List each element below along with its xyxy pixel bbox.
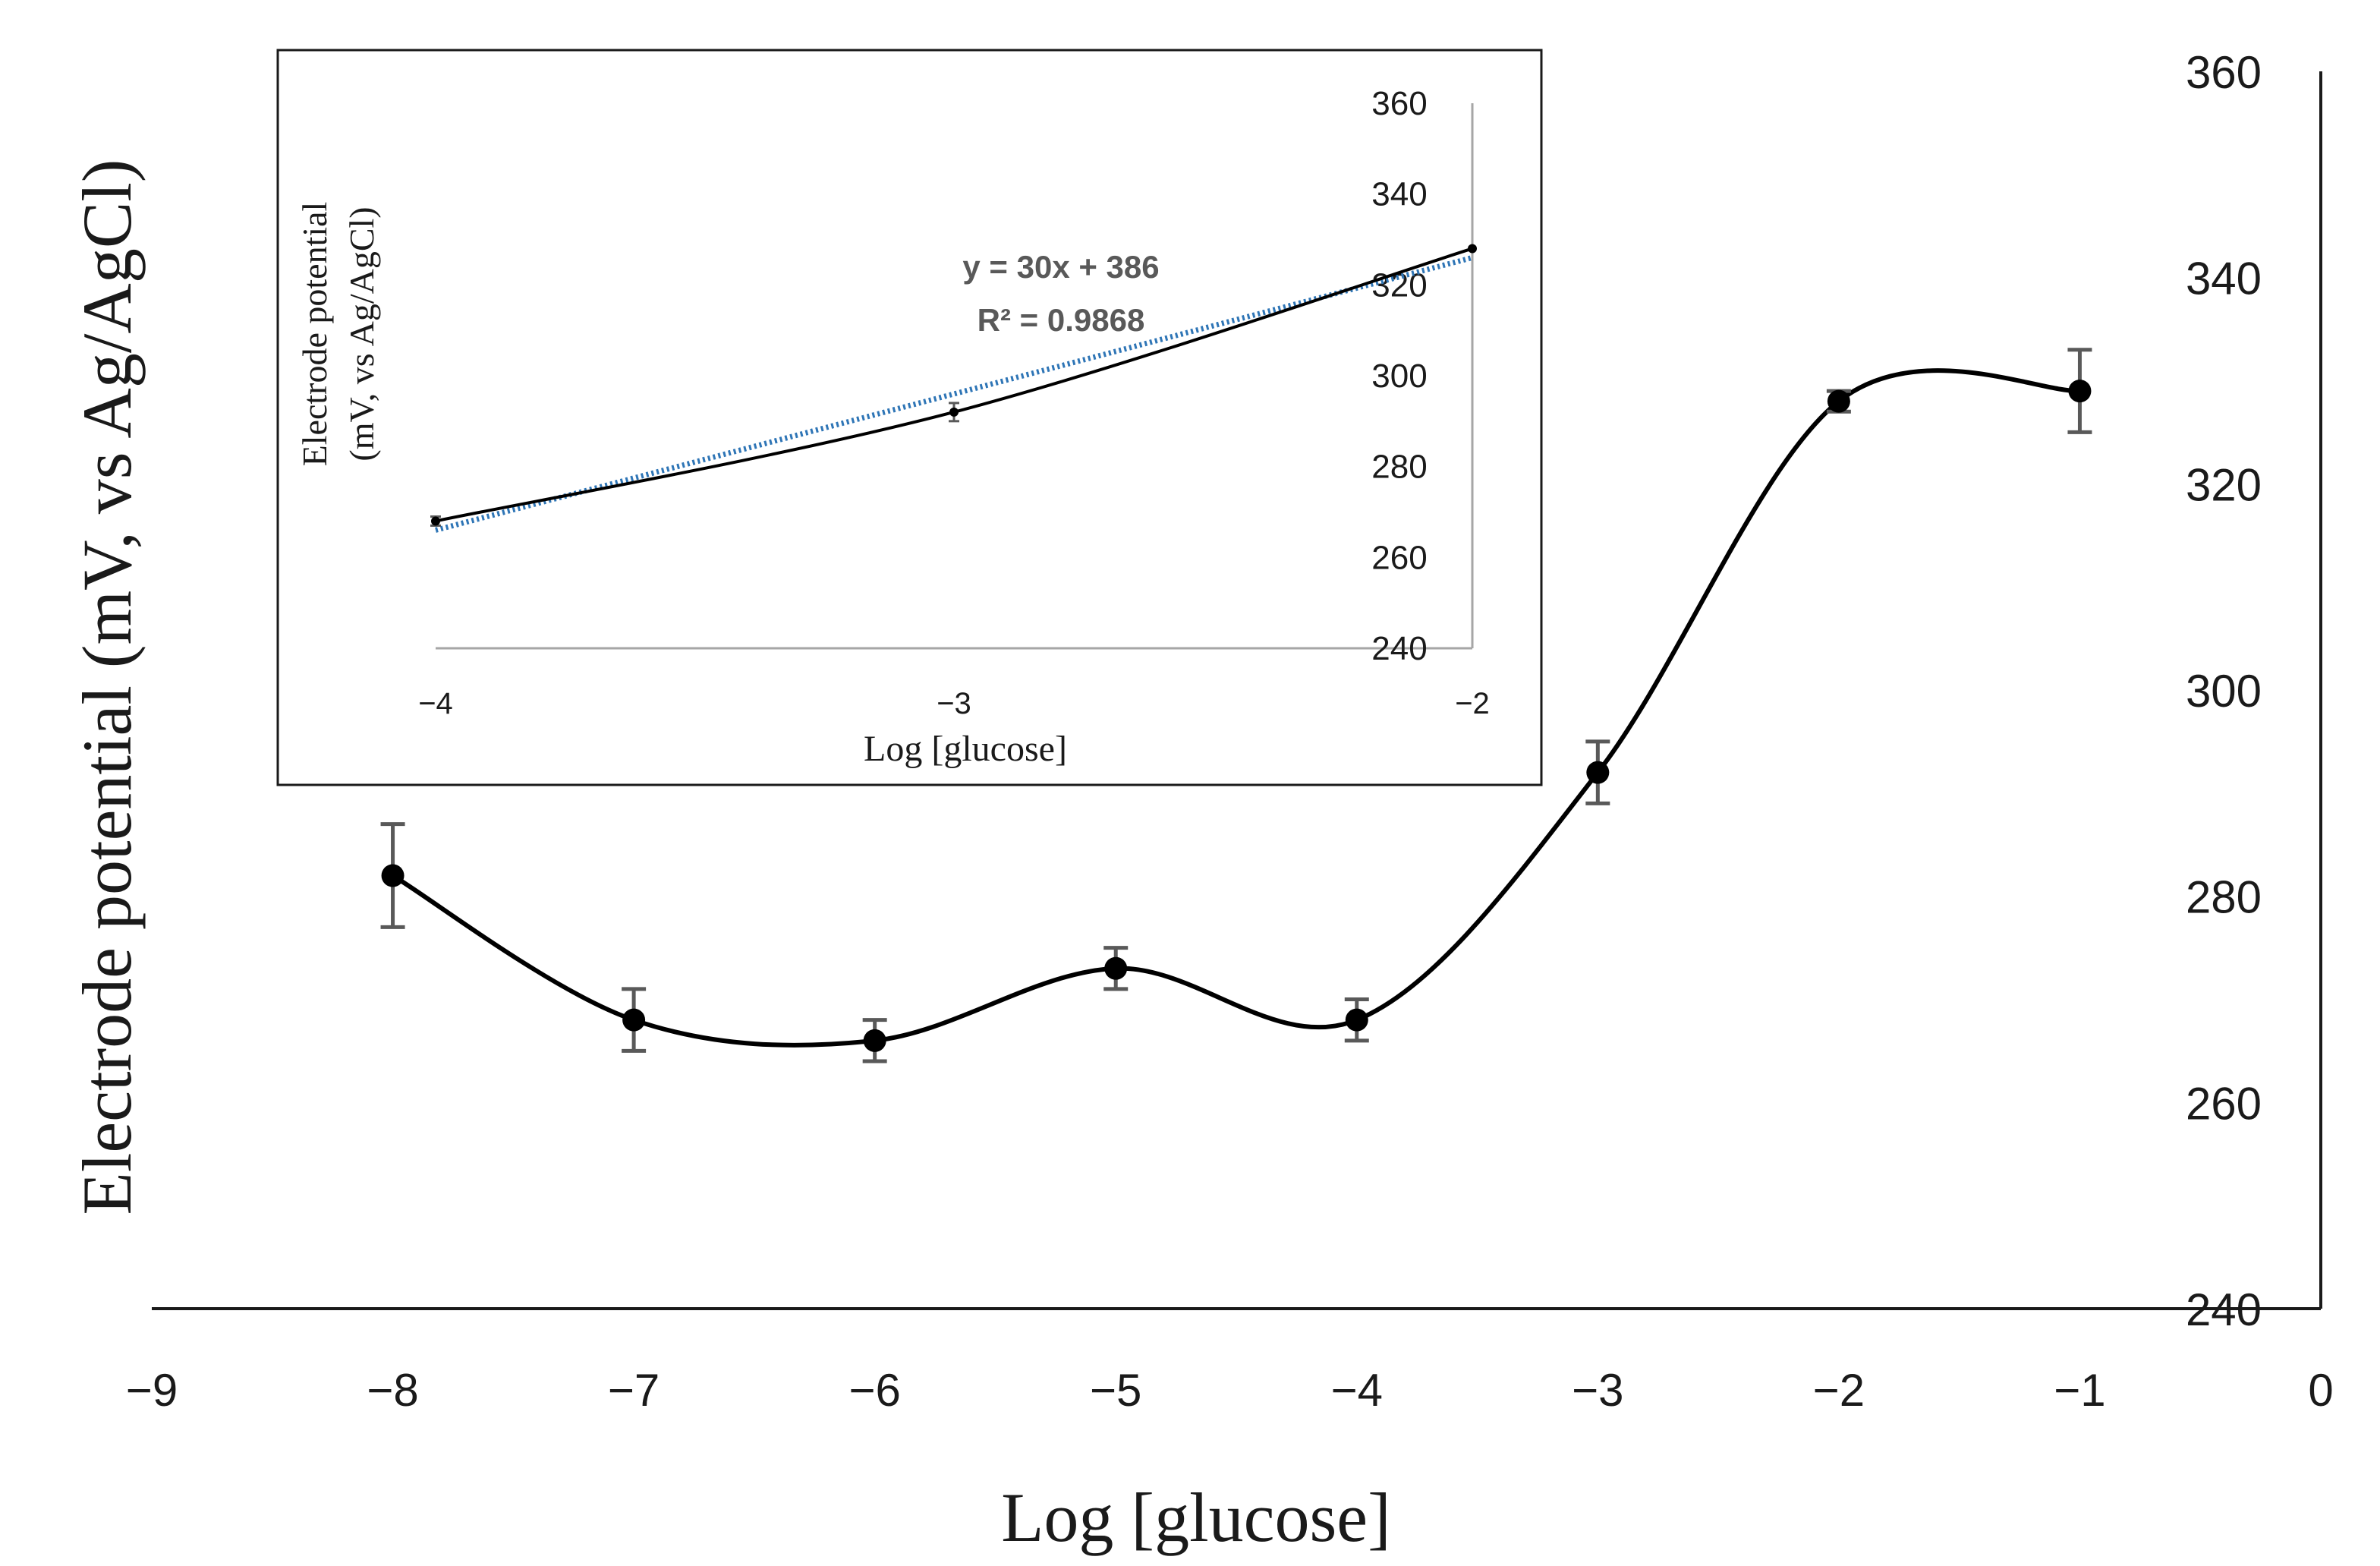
main-data-point	[381, 864, 405, 887]
inset-x-tick-labels: −4 −3 −2	[418, 687, 1490, 720]
inset-y-tick-label: 360	[1371, 85, 1427, 122]
main-data-point	[1345, 1008, 1368, 1032]
inset-data-point	[1468, 244, 1477, 254]
inset-x-tick-label: −3	[937, 687, 971, 720]
inset-data-point	[949, 407, 959, 417]
inset-y-tick-label: 260	[1371, 539, 1427, 576]
inset-series	[430, 244, 1477, 527]
main-y-tick-label: 240	[2186, 1284, 2262, 1335]
inset-y-axis-label-line-2: (mV, vs Ag/AgCl)	[342, 206, 381, 461]
inset-y-axis-label-line-1: Electrode potential	[295, 202, 334, 467]
inset-x-tick-label: −4	[418, 687, 453, 720]
main-y-tick-label: 260	[2186, 1078, 2262, 1129]
main-y-tick-label: 280	[2186, 872, 2262, 923]
main-y-tick-label: 300	[2186, 666, 2262, 717]
main-y-axis-label: Electrode potential (mV, vs Ag/AgCl)	[68, 159, 146, 1215]
inset-y-tick-label: 240	[1371, 630, 1427, 667]
main-x-tick-labels: −9 −8 −7 −6 −5 −4 −3 −2 −1 0	[126, 1365, 2334, 1416]
main-data-point	[622, 1008, 646, 1032]
inset-y-tick-label: 340	[1371, 176, 1427, 213]
main-x-tick-label: −3	[1572, 1365, 1623, 1416]
inset-y-axis-label: Electrode potential (mV, vs Ag/AgCl)	[295, 202, 381, 467]
main-data-point	[863, 1029, 886, 1052]
main-chart: −9 −8 −7 −6 −5 −4 −3 −2 −1 0 240 260 280 300 320 340 36…	[68, 47, 2334, 1556]
main-x-tick-label: −9	[126, 1365, 178, 1416]
main-y-tick-labels: 240 260 280 300 320 340 360	[2186, 47, 2262, 1335]
inset-y-tick-label: 300	[1371, 358, 1427, 395]
inset-axes	[436, 103, 1474, 650]
main-x-tick-label: −2	[1813, 1365, 1865, 1416]
trendline-r-squared: R² = 0.9868	[978, 302, 1145, 338]
inset-frame	[276, 49, 1543, 786]
main-x-tick-label: −6	[848, 1365, 900, 1416]
inset-y-tick-label: 280	[1371, 449, 1427, 486]
main-x-axis-label: Log [glucose]	[1001, 1479, 1391, 1556]
main-series	[380, 348, 2092, 1063]
inset-trendline-layer	[435, 255, 1473, 533]
main-data-point	[1104, 956, 1128, 980]
main-data-point	[2068, 380, 2092, 403]
main-y-tick-label: 320	[2186, 459, 2262, 510]
main-x-tick-label: −7	[608, 1365, 660, 1416]
main-data-point	[1586, 761, 1610, 784]
main-axes	[152, 71, 2322, 1310]
inset-x-axis-label: Log [glucose]	[864, 729, 1067, 769]
main-y-tick-label: 340	[2186, 254, 2262, 304]
main-x-tick-label: −8	[367, 1365, 418, 1416]
main-series-line	[392, 368, 2080, 1048]
main-data-point	[1827, 389, 1850, 413]
inset-trendline	[435, 255, 1473, 533]
inset-data-point	[431, 516, 440, 526]
main-x-tick-label: −1	[2054, 1365, 2105, 1416]
main-y-tick-label: 360	[2186, 47, 2262, 98]
inset-x-tick-label: −2	[1455, 687, 1490, 720]
trendline-equation: y = 30x + 386	[962, 249, 1159, 285]
main-x-tick-label: 0	[2308, 1365, 2333, 1416]
main-x-tick-label: −4	[1331, 1365, 1383, 1416]
main-x-tick-label: −5	[1090, 1365, 1141, 1416]
